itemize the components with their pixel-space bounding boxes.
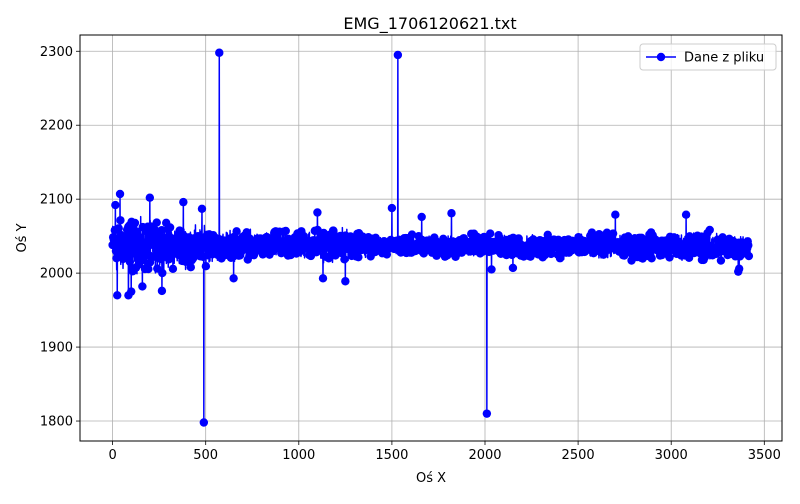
x-tick-label: 1500 <box>375 448 408 463</box>
data-point <box>611 210 620 219</box>
x-tick-label: 3500 <box>748 448 781 463</box>
y-axis-label: Oś Y <box>15 223 30 252</box>
data-point <box>179 197 188 207</box>
data-point <box>152 218 161 227</box>
chart-title: EMG_1706120621.txt <box>343 14 516 34</box>
x-axis-label: Oś X <box>416 471 446 486</box>
data-point <box>113 291 122 300</box>
y-tick-label: 2100 <box>40 193 73 208</box>
data-point <box>116 216 125 225</box>
data-point <box>318 274 328 283</box>
data-point <box>681 210 691 219</box>
data-point <box>716 256 726 265</box>
data-point <box>168 264 178 274</box>
data-point <box>387 203 397 213</box>
data-point <box>734 264 744 273</box>
data-point <box>229 274 238 283</box>
data-point <box>138 282 147 291</box>
data-point <box>341 277 350 286</box>
data-point <box>114 224 123 233</box>
x-tick-label: 1000 <box>282 448 315 463</box>
x-axis: 0 500 1000 1500 2000 2500 3000 3500 <box>108 441 781 463</box>
data-point <box>115 189 125 199</box>
data-point <box>269 246 278 255</box>
data-point <box>215 48 224 57</box>
data-point <box>281 226 290 236</box>
data-point <box>482 409 492 418</box>
data-point <box>197 204 207 213</box>
x-tick-label: 2000 <box>468 448 501 463</box>
data-point <box>125 257 135 266</box>
data-point <box>647 254 656 263</box>
data-point <box>186 262 195 272</box>
y-tick-label: 1900 <box>40 341 73 356</box>
y-tick-label: 2000 <box>40 267 73 282</box>
data-point <box>744 251 754 261</box>
data-point <box>157 225 166 235</box>
plot-frame <box>79 34 783 442</box>
data-point <box>199 418 209 427</box>
data-point <box>145 193 155 202</box>
data-point <box>165 223 175 232</box>
data-point <box>354 252 363 262</box>
data-point <box>340 255 349 264</box>
data-point <box>407 230 417 239</box>
data-point <box>744 241 753 250</box>
x-tick-label: 0 <box>108 448 116 463</box>
x-tick-label: 3000 <box>655 448 688 463</box>
data-point <box>329 226 338 235</box>
data-point <box>608 229 618 238</box>
data-point <box>555 254 565 263</box>
legend-box <box>639 43 777 71</box>
data-point <box>665 253 674 262</box>
data-point <box>201 262 211 271</box>
data-point <box>705 225 714 235</box>
data-point <box>157 286 167 296</box>
data-point <box>226 253 236 262</box>
data-point <box>144 264 153 274</box>
x-tick-label: 500 <box>193 448 218 463</box>
data-series <box>108 48 754 427</box>
data-point <box>130 218 140 228</box>
data-point <box>494 233 504 242</box>
y-tick-label: 1800 <box>40 415 73 430</box>
data-point <box>393 50 403 60</box>
data-point <box>313 208 322 217</box>
y-tick-label: 2300 <box>40 45 73 60</box>
data-point <box>508 263 518 273</box>
data-point <box>158 268 167 278</box>
x-tick-label: 2500 <box>562 448 595 463</box>
y-axis: 1800 1900 2000 2100 2200 2300 <box>40 45 80 430</box>
legend[interactable]: Dane z pliku <box>639 43 777 71</box>
data-point <box>127 287 136 296</box>
series-markers <box>108 48 754 427</box>
y-tick-label: 2200 <box>40 119 73 134</box>
data-point <box>486 229 495 238</box>
data-point <box>487 265 496 274</box>
data-point <box>232 227 241 236</box>
legend-marker-sample <box>656 52 666 62</box>
data-point <box>447 209 456 218</box>
data-point <box>417 212 426 222</box>
legend-label: Dane z pliku <box>684 51 764 66</box>
data-point <box>111 200 120 210</box>
